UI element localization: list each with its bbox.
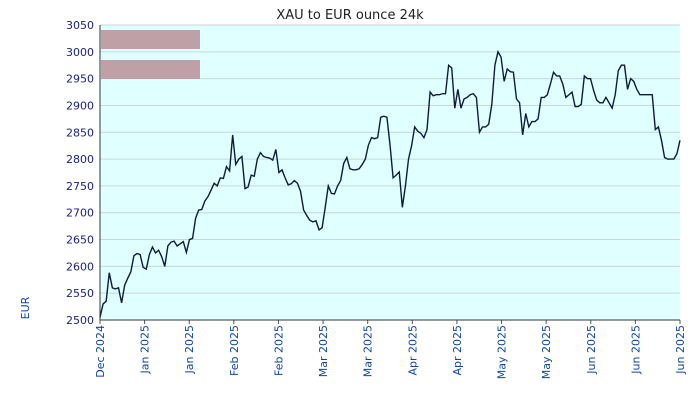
x-tick-label: Mar 2025: [317, 325, 330, 377]
x-tick-label: Feb 2025: [272, 325, 285, 376]
y-tick-label: 2600: [66, 260, 94, 273]
x-tick-label: Jun 2025: [585, 325, 598, 375]
y-axis-ticks: 2500 2550 2600 2650 2700 2750 2800 2850 2900 2950…: [66, 19, 94, 327]
y-tick-label: 2500: [66, 314, 94, 327]
y-tick-label: 2550: [66, 287, 94, 300]
y-axis-label: EUR: [19, 296, 32, 319]
y-tick-label: 3000: [66, 46, 94, 59]
grid-lines: [100, 24, 680, 321]
x-tick-label: May 2025: [540, 325, 553, 379]
x-tick-label: Apr 2025: [406, 325, 419, 376]
x-tick-label: Jun 2025: [674, 325, 687, 375]
y-tick-label: 2750: [66, 180, 94, 193]
x-tick-label: Feb 2025: [228, 325, 241, 376]
y-tick-label: 2850: [66, 126, 94, 139]
x-tick-label: Jun 2025: [629, 325, 642, 375]
y-tick-label: 2900: [66, 99, 94, 112]
y-tick-label: 2800: [66, 153, 94, 166]
y-tick-label: 2950: [66, 73, 94, 86]
x-tick-label: Mar 2025: [362, 325, 375, 377]
series-line-xau-eur: [99, 49, 681, 318]
x-axis-ticks: Dec 2024 Jan 2025 Jan 2025 Feb 2025 Feb 2025…: [94, 320, 687, 379]
x-tick-label: Apr 2025: [451, 325, 464, 376]
legend-swatch-1: [101, 30, 200, 49]
y-tick-label: 2650: [66, 234, 94, 247]
legend-swatch-2: [101, 60, 200, 79]
chart-title: XAU to EUR ounce 24k: [276, 8, 424, 23]
x-tick-label: Dec 2024: [94, 325, 107, 378]
x-tick-label: Jan 2025: [139, 325, 152, 374]
x-tick-label: Jan 2025: [183, 325, 196, 374]
y-tick-label: 2700: [66, 207, 94, 220]
y-tick-label: 3050: [66, 19, 94, 32]
x-tick-label: May 2025: [496, 325, 509, 379]
